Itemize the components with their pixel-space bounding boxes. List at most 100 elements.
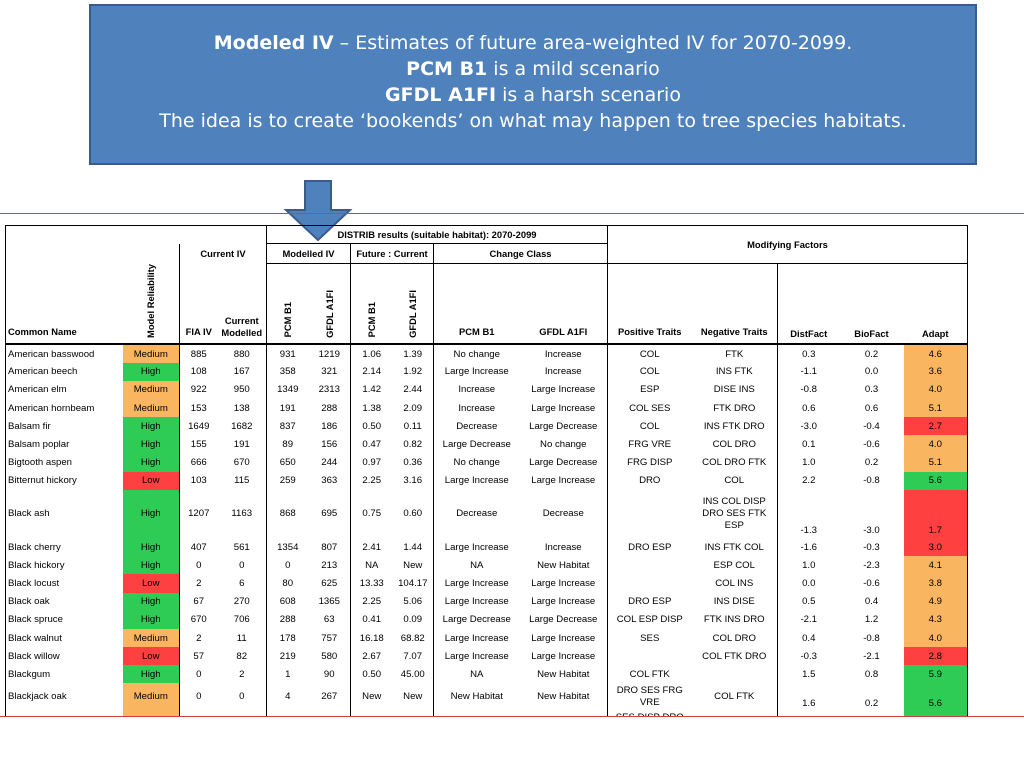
- distfact: 1.6: [802, 698, 816, 710]
- fc-gfdl-a1fi-label: GFDL A1FI: [407, 289, 419, 338]
- change-gfdl-a1fi: New Habitat: [519, 556, 608, 575]
- species-name: Balsam poplar: [5, 435, 123, 454]
- col-fia-iv: FIA IV: [179, 263, 218, 346]
- modelled-gfdl-a1fi: 695: [321, 508, 338, 520]
- change-gfdl-a1fi: Large Decrease: [519, 453, 608, 472]
- biofact: -0.3: [863, 541, 880, 553]
- current-modelled: 0: [239, 559, 245, 571]
- current-modelled: 950: [233, 384, 250, 396]
- model-reliability: High: [122, 362, 180, 381]
- modelled-gfdl-a1fi: 1028: [309, 710, 351, 716]
- ratio-gfdl-a1fi: 0.60: [403, 508, 423, 520]
- change-pcm-b1: Increase: [433, 380, 520, 400]
- modelled-iv-header: Modelled IV: [266, 243, 351, 264]
- table-row: American beech High 108 167 358 321 2.14 1.92 La…: [5, 362, 968, 381]
- fia-iv: 153: [179, 399, 218, 418]
- negative-traits: FTK: [691, 344, 778, 363]
- change-pcm-b1: Large Increase: [433, 574, 520, 593]
- change-gfdl-a1fi: Increase: [519, 537, 608, 557]
- change-gfdl-a1fi: Large Increase: [519, 471, 608, 490]
- negative-traits: [691, 665, 778, 684]
- ratio-gfdl-a1fi: 0.36: [403, 457, 423, 469]
- negative-traits: COL INS: [691, 574, 778, 593]
- ratio-pcm-b1: 2.14: [350, 362, 393, 381]
- gfdl-a1fi-label: GFDL A1FI: [323, 289, 335, 338]
- callout-line-4: The idea is to create ‘bookends’ on what…: [159, 110, 907, 132]
- current-modelled: 1163: [231, 508, 253, 520]
- biofact: -3.0: [863, 524, 880, 536]
- positive-traits: COL: [639, 420, 660, 432]
- species-name: Black ash: [5, 489, 123, 538]
- species-name: Bigtooth aspen: [5, 453, 123, 472]
- negative-traits: FTK INS DRO: [691, 610, 778, 629]
- change-class-header: Change Class: [433, 243, 608, 264]
- callout-line-2: PCM B1 is a mild scenario: [91, 56, 975, 82]
- distfact: -1.3: [800, 524, 818, 536]
- fia-iv: 155: [179, 435, 218, 454]
- distrib-results-table: DISTRIB results (suitable habitat): 2070…: [5, 225, 968, 716]
- change-gfdl-a1fi: Large Decrease: [519, 417, 608, 436]
- modelled-pcm-b1: 259: [266, 471, 309, 490]
- model-reliability: High: [122, 453, 180, 472]
- distfact: 0.5: [802, 596, 816, 608]
- callout-line-1: Modeled IV – Estimates of future area-we…: [91, 30, 975, 56]
- current-modelled: 0: [239, 691, 245, 703]
- modelled-pcm-b1: 1354: [266, 537, 309, 557]
- model-reliability: High: [122, 592, 180, 611]
- distfact: 0.6: [802, 402, 816, 414]
- fia-iv: 407: [179, 537, 218, 557]
- callout-line-3-text: is a harsh scenario: [496, 84, 681, 106]
- model-reliability: High: [122, 665, 180, 684]
- current-modelled: 82: [236, 650, 248, 662]
- modelled-gfdl-a1fi: 156: [321, 439, 338, 451]
- ratio-pcm-b1: 2.25: [350, 592, 393, 611]
- model-reliability: High: [122, 417, 180, 436]
- modelled-gfdl-a1fi: 1219: [318, 348, 340, 360]
- fia-iv: 61: [179, 710, 218, 716]
- adapt-score: 3.8: [903, 574, 968, 593]
- modelled-gfdl-a1fi: 186: [321, 420, 338, 432]
- fia-iv: 108: [179, 362, 218, 381]
- change-pcm-b1: Large Increase: [433, 362, 520, 381]
- change-gfdl-a1fi: Increase: [519, 344, 608, 363]
- model-reliability: Low: [122, 647, 180, 666]
- callout-line-3: GFDL A1FI is a harsh scenario: [91, 82, 975, 108]
- ratio-pcm-b1: 0.75: [350, 489, 393, 538]
- positive-traits: FRG DISP: [627, 457, 673, 469]
- modelled-pcm-b1: 288: [266, 610, 309, 629]
- fia-iv: 2: [179, 574, 218, 593]
- species-name: American beech: [5, 362, 123, 381]
- table-row: Bigtooth aspen High 666 670 650 244 0.97 0.36 No…: [5, 453, 968, 472]
- model-reliability: Medium: [122, 399, 180, 418]
- negative-traits: INS FTK: [691, 362, 778, 381]
- distfact: 0.3: [802, 348, 816, 360]
- change-pcm-b1: Large Increase: [433, 537, 520, 557]
- negative-traits: COL DRO FTK: [691, 453, 778, 472]
- change-pcm-b1: Large Increase: [433, 592, 520, 611]
- table-body: American basswood Medium 885 880 931 1219 1.06…: [5, 344, 968, 716]
- modelled-gfdl-a1fi: 321: [321, 366, 338, 378]
- change-gfdl-a1fi: Large Increase: [519, 574, 608, 593]
- gfdl-a1fi-term: GFDL A1FI: [385, 84, 497, 106]
- results-table-viewport: DISTRIB results (suitable habitat): 2070…: [0, 213, 1024, 716]
- ratio-gfdl-a1fi: 0.82: [403, 439, 423, 451]
- change-pcm-b1: NA: [433, 556, 520, 575]
- fia-iv: 2: [179, 628, 218, 648]
- biofact: -2.1: [863, 650, 880, 662]
- current-iv-header: Current IV: [179, 243, 267, 264]
- ratio-pcm-b1: 0.97: [350, 453, 393, 472]
- fia-iv: 0: [179, 665, 218, 684]
- change-pcm-b1: No change: [433, 453, 520, 472]
- positive-traits: COL ESP DISP: [616, 614, 683, 626]
- species-name: American elm: [5, 380, 123, 400]
- ratio-pcm-b1: 0.50: [350, 417, 393, 436]
- adapt-score: 1.7: [903, 489, 968, 538]
- negative-traits: COL FTK DRO: [691, 647, 778, 666]
- positive-traits: SES DISP DRO COL SES: [608, 710, 692, 716]
- modelled-gfdl-a1fi: 807: [321, 541, 338, 553]
- current-modelled: 561: [233, 541, 250, 553]
- negative-traits: COL DRO: [691, 628, 778, 648]
- model-reliability: High: [122, 610, 180, 629]
- model-reliability: Medium: [122, 380, 180, 400]
- top-divider: [0, 213, 1024, 214]
